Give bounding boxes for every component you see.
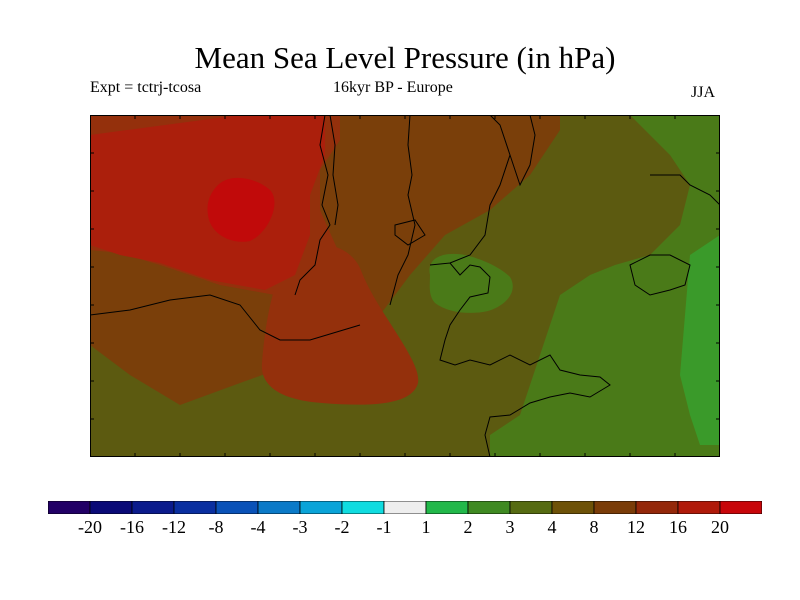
colorbar-swatch — [215, 500, 259, 515]
colorbar-label: -2 — [334, 517, 350, 537]
colorbar-label: 2 — [463, 517, 473, 537]
colorbar-label: 8 — [589, 517, 599, 537]
colorbar-label: -4 — [250, 517, 266, 537]
colorbar-swatch — [677, 500, 721, 515]
colorbar-label: -1 — [376, 517, 392, 537]
colorbar-swatch — [131, 500, 175, 515]
colorbar-swatch — [467, 500, 511, 515]
colorbar-label: -3 — [292, 517, 308, 537]
experiment-label: Expt = tctrj-tcosa — [90, 79, 202, 96]
colorbar-swatch — [425, 500, 469, 515]
coastlines — [90, 115, 720, 457]
colorbar-swatch — [509, 500, 553, 515]
field-region-3-to-4 — [490, 115, 720, 457]
colorbar-swatch — [47, 500, 91, 515]
colorbar-label: -12 — [162, 517, 186, 537]
map-title: Mean Sea Level Pressure (in hPa) — [194, 40, 616, 75]
colorbar-swatch — [89, 500, 133, 515]
map-tick-marks — [90, 115, 720, 457]
colorbar — [47, 500, 763, 515]
field-region-2-to-3 — [680, 235, 720, 445]
season-label: JJA — [691, 84, 716, 101]
colorbar-swatch — [635, 500, 679, 515]
field-region-16-to-20 — [90, 115, 325, 290]
field-region-20-plus — [207, 177, 275, 242]
colorbar-label: 12 — [627, 517, 645, 537]
colorbar-label: 3 — [505, 517, 515, 537]
colorbar-label: -16 — [120, 517, 144, 537]
colorbar-label: -20 — [78, 517, 102, 537]
pressure-map — [90, 115, 720, 457]
colorbar-swatch — [341, 500, 385, 515]
colorbar-swatch — [383, 500, 427, 515]
colorbar-swatch — [551, 500, 595, 515]
colorbar-label: 16 — [669, 517, 687, 537]
field-region-12-to-16-south — [261, 244, 419, 405]
period-region-label: 16kyr BP - Europe — [333, 79, 453, 96]
colorbar-label: 1 — [421, 517, 431, 537]
field-region-3-to-4-blob — [429, 253, 513, 313]
colorbar-swatch — [173, 500, 217, 515]
colorbar-label: -8 — [208, 517, 224, 537]
colorbar-swatch — [719, 500, 763, 515]
colorbar-swatch — [299, 500, 343, 515]
colorbar-label: 4 — [547, 517, 557, 537]
colorbar-label: 20 — [711, 517, 729, 537]
colorbar-swatch — [593, 500, 637, 515]
colorbar-swatch — [257, 500, 301, 515]
